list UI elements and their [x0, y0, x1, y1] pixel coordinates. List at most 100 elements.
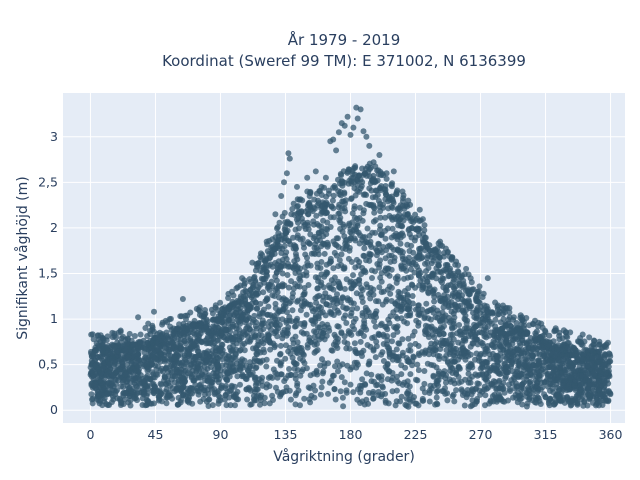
data-point — [482, 392, 489, 399]
data-point — [257, 281, 264, 288]
data-point — [236, 347, 243, 354]
data-point — [407, 342, 414, 349]
x-axis-ticks: 0 45 90 135 180 225 270 315 360 — [86, 427, 622, 442]
data-point — [89, 331, 96, 338]
data-point — [301, 321, 308, 328]
data-point — [363, 200, 370, 207]
data-point — [196, 388, 203, 395]
data-point — [427, 247, 433, 254]
data-point — [317, 310, 324, 316]
data-point — [297, 265, 304, 272]
data-point — [95, 342, 102, 349]
data-point — [237, 309, 244, 316]
data-point — [553, 368, 560, 375]
data-point — [408, 281, 415, 288]
data-point — [257, 250, 264, 257]
data-point — [95, 332, 101, 339]
data-point — [375, 388, 382, 395]
data-point — [372, 323, 379, 330]
data-point — [289, 294, 296, 301]
data-point — [337, 226, 344, 232]
data-point — [458, 274, 465, 281]
data-point — [546, 332, 553, 339]
data-point — [547, 350, 554, 357]
data-point — [352, 237, 359, 244]
data-point — [337, 388, 344, 395]
data-point — [214, 307, 221, 313]
data-point — [368, 371, 375, 378]
data-point — [287, 396, 294, 403]
data-point — [185, 397, 192, 404]
data-point — [260, 264, 267, 271]
data-point — [372, 245, 379, 252]
data-point — [432, 401, 439, 408]
data-point — [532, 399, 538, 406]
data-point — [532, 330, 539, 337]
x-tick-label: 315 — [534, 427, 558, 442]
data-point — [356, 240, 363, 247]
data-point — [397, 240, 404, 247]
data-point — [132, 375, 139, 381]
data-point — [247, 363, 254, 370]
data-point — [197, 398, 204, 405]
data-point — [450, 284, 457, 291]
data-point — [109, 350, 116, 357]
data-point — [413, 226, 420, 233]
data-point — [441, 292, 448, 299]
data-point — [413, 400, 420, 407]
data-point — [252, 374, 259, 381]
data-point — [256, 310, 263, 317]
data-point — [513, 358, 520, 365]
x-tick-label: 135 — [274, 427, 298, 442]
data-point — [494, 302, 501, 309]
data-point — [338, 329, 345, 336]
y-tick-label: 1,5 — [38, 265, 58, 280]
data-point — [461, 315, 468, 322]
data-point — [209, 347, 216, 354]
data-point — [408, 234, 415, 241]
data-point — [156, 329, 163, 336]
data-point — [252, 365, 259, 372]
data-point — [229, 348, 235, 355]
data-point — [274, 224, 281, 231]
data-point — [181, 337, 188, 344]
x-tick-label: 270 — [469, 427, 493, 442]
data-point — [259, 382, 266, 389]
data-point — [405, 197, 412, 204]
data-point — [384, 270, 391, 277]
data-point — [492, 316, 499, 323]
data-point — [314, 202, 321, 209]
data-point — [270, 397, 276, 403]
data-point — [427, 316, 434, 323]
data-point — [336, 257, 343, 264]
data-point — [271, 293, 278, 299]
data-point — [315, 315, 322, 322]
data-point — [167, 382, 173, 389]
data-point — [554, 344, 561, 351]
data-point — [302, 251, 309, 258]
x-tick-label: 360 — [599, 427, 623, 442]
data-point — [390, 332, 397, 339]
data-point — [344, 340, 351, 347]
data-point — [273, 384, 279, 391]
data-point — [467, 275, 474, 282]
data-point — [366, 142, 373, 149]
data-point — [244, 301, 251, 308]
data-point — [363, 281, 370, 288]
data-point — [251, 355, 258, 362]
data-point — [96, 400, 103, 407]
data-point — [345, 168, 351, 175]
data-point — [281, 282, 288, 289]
data-point — [127, 402, 134, 409]
data-point — [149, 381, 156, 388]
data-point — [232, 333, 239, 340]
data-point — [580, 351, 587, 358]
data-point — [125, 354, 132, 361]
data-point — [304, 206, 311, 213]
data-point — [306, 199, 313, 206]
data-point — [474, 336, 481, 343]
data-point — [253, 325, 260, 332]
data-point — [168, 326, 175, 333]
data-point — [439, 317, 446, 324]
data-point — [591, 372, 598, 379]
